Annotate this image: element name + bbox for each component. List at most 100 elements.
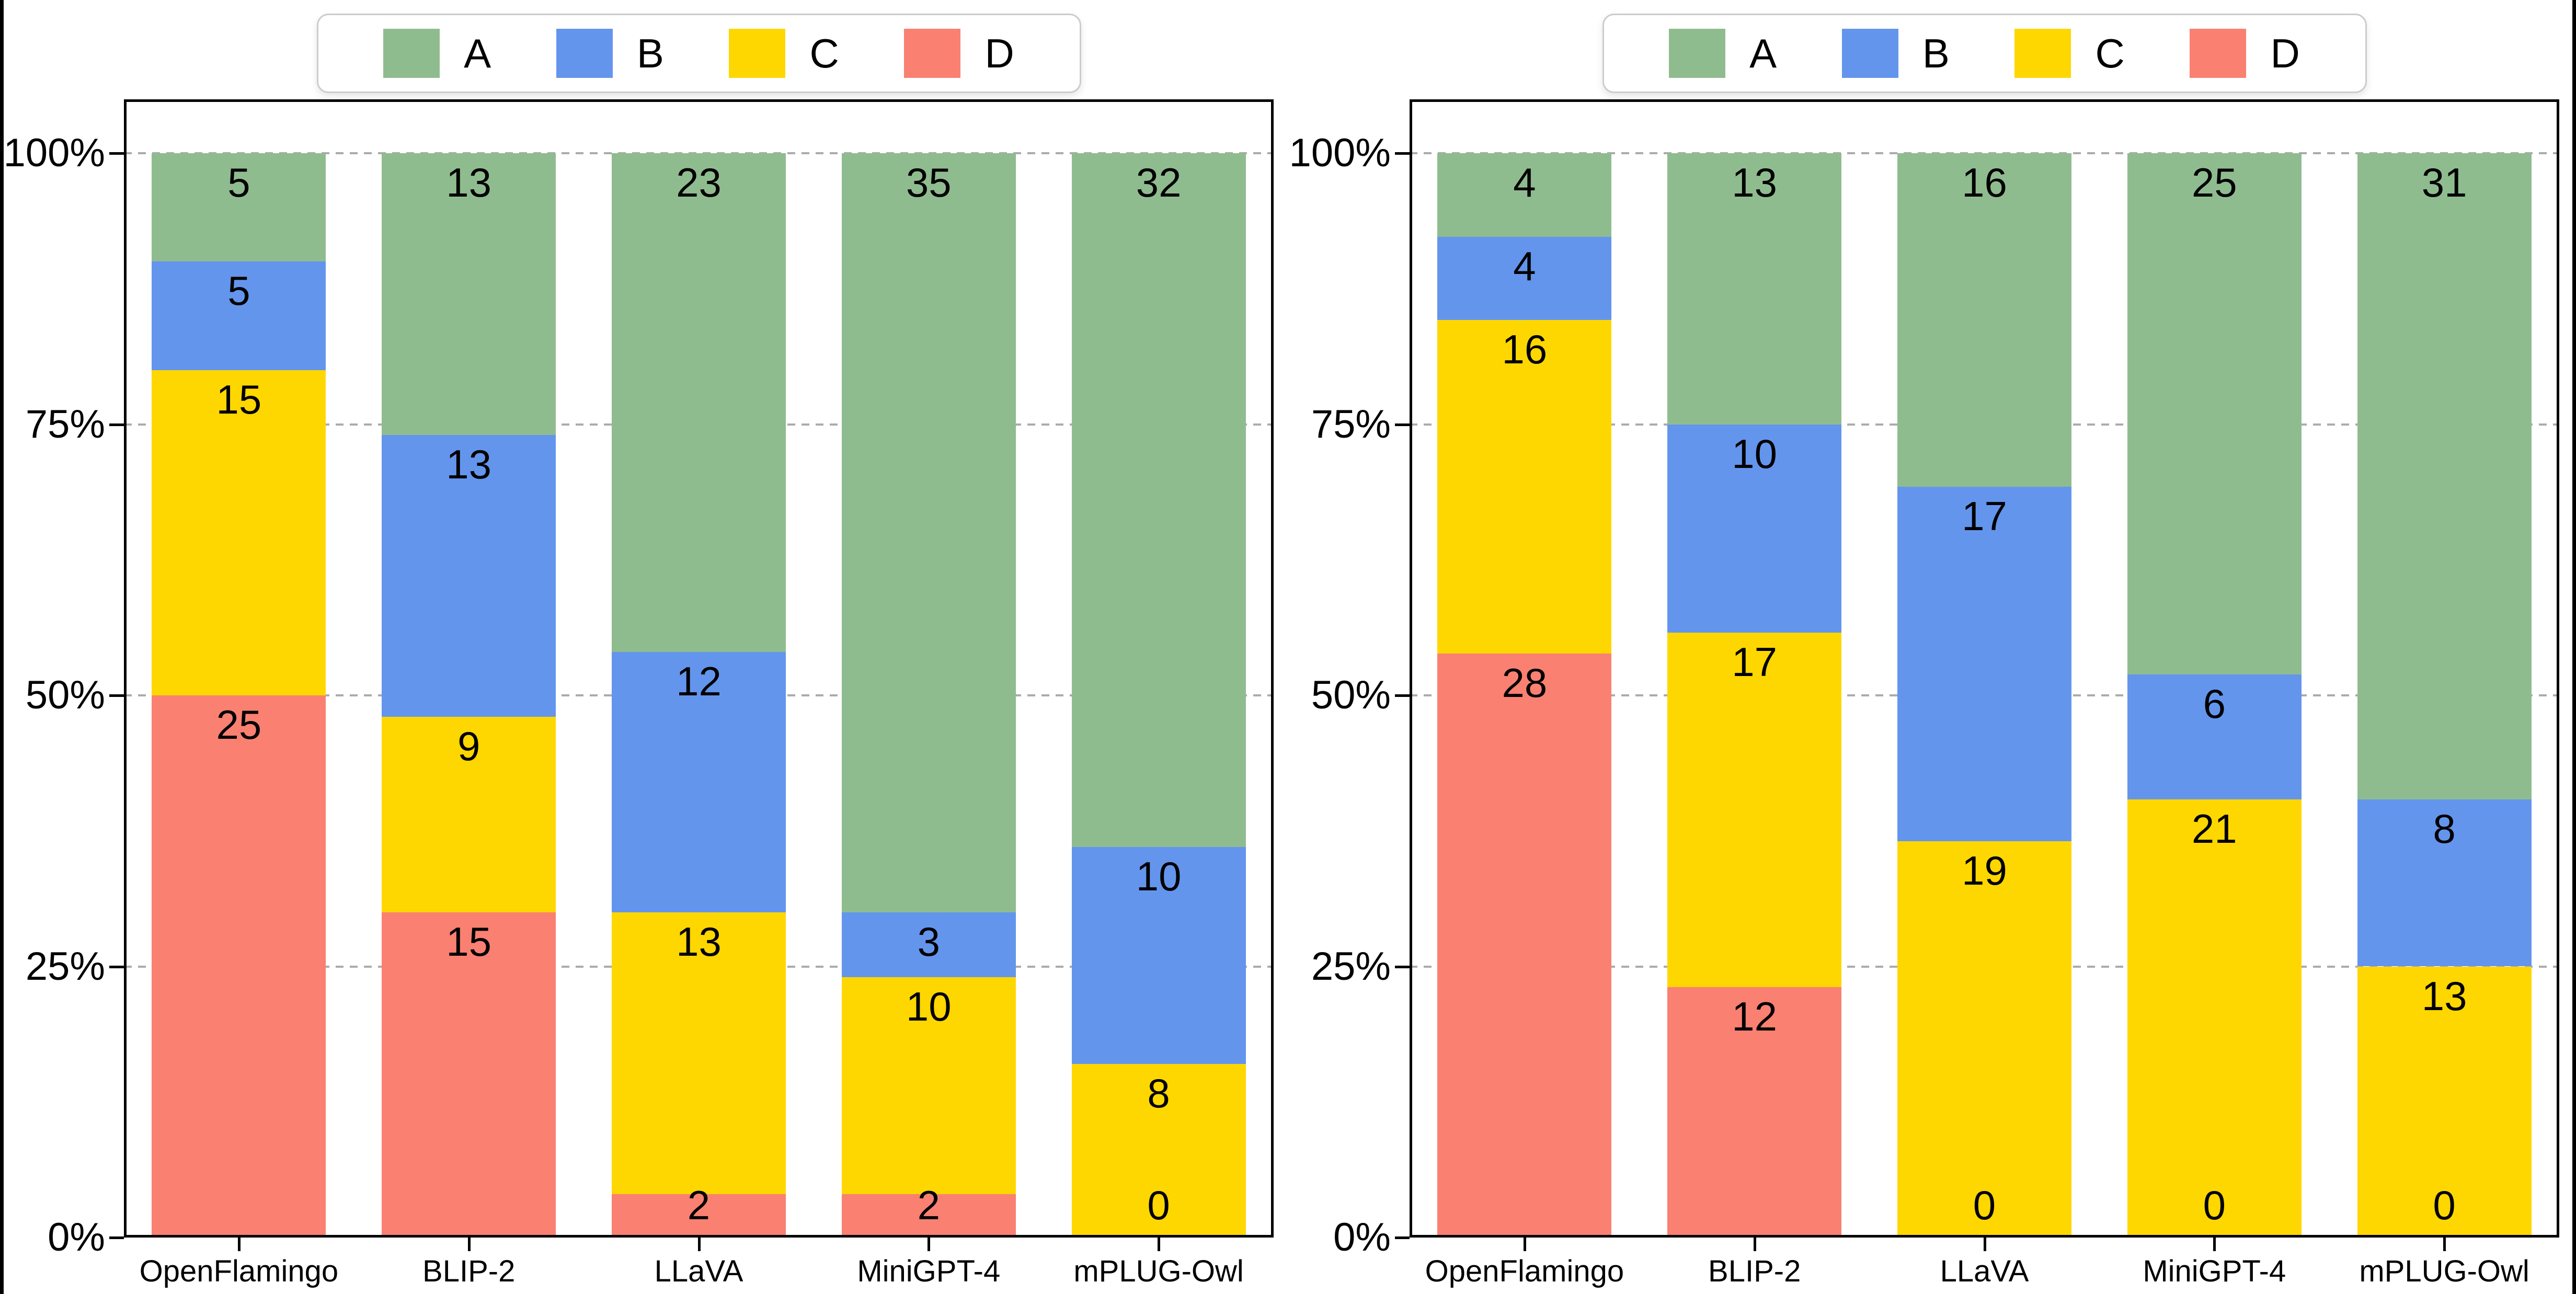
chart-0-bar-LLaVA-segment-C [612,912,786,1195]
legend-swatch-A-icon [383,29,440,78]
chart-0-bar-mPLUG-Owl-segment-B [1071,847,1246,1064]
chart-1-value-label-mPLUG-Owl-A: 31 [2421,159,2467,205]
chart-1-bar-mPLUG-Owl-segment-C [2357,966,2532,1238]
legend-label-B: B [1922,30,1950,76]
chart-1-legend: A B C D [1602,14,2367,93]
chart-0-value-label-MiniGPT-4-C: 10 [906,983,952,1030]
chart-0-bar-MiniGPT-4-segment-B [841,912,1016,978]
chart-0-value-label-mPLUG-Owl-C: 8 [1147,1070,1170,1117]
chart-0-bar-MiniGPT-4-segment-A [841,153,1016,912]
chart-0-value-label-LLaVA-A: 23 [676,159,722,205]
chart-1-bar-BLIP-2-segment-A [1667,153,1842,425]
chart-1-ytick-0 [1395,1236,1410,1239]
chart-0-bar-LLaVA-segment-A [612,153,786,652]
chart-1-bar-LLaVA-segment-A [1897,153,2071,487]
legend-label-A: A [1749,30,1777,76]
chart-0-value-label-OpenFlamingo-C: 15 [216,376,262,422]
chart-1-value-label-MiniGPT-4-D: 0 [2203,1182,2226,1228]
chart-0-bar-mPLUG-Owl-segment-A [1071,153,1246,848]
chart-0-bar-MiniGPT-4-segment-C [841,977,1016,1195]
left-frame-line [0,0,4,1294]
chart-1-ytick-label-50: 50% [1311,673,1391,717]
chart-0-ytick-label-50: 50% [25,673,105,717]
chart-1-ytick-100 [1395,152,1410,155]
chart-0-legend: A B C D [316,14,1081,93]
chart-1-bar-BLIP-2-segment-D [1667,987,1842,1238]
chart-1-value-label-LLaVA-D: 0 [1973,1182,1996,1228]
chart-0-bar-MiniGPT-4-segment-D [841,1194,1016,1238]
chart-0-xtick-MiniGPT-4 [928,1238,931,1251]
chart-1-bar-OpenFlamingo-segment-B [1437,236,1612,320]
chart-0-ytick-label-25: 25% [25,944,105,989]
chart-0-legend-item-D: D [904,29,1014,78]
chart-1-bar-LLaVA-segment-C [1897,841,2071,1238]
chart-0-value-label-OpenFlamingo-A: 5 [227,159,250,205]
chart-1-bar-OpenFlamingo-segment-D [1437,654,1612,1238]
chart-0-value-label-mPLUG-Owl-A: 32 [1136,159,1182,205]
chart-1-value-label-MiniGPT-4-B: 6 [2203,681,2226,727]
chart-1-bar-OpenFlamingo-segment-C [1437,320,1612,654]
legend-swatch-D-icon [904,29,961,78]
chart-1-xtick-label-LLaVA: LLaVA [1940,1254,2029,1288]
chart-1-value-label-mPLUG-Owl-D: 0 [2433,1182,2456,1228]
legend-swatch-C-icon [729,29,786,78]
chart-0-legend-item-C: C [729,29,839,78]
chart-1-bar-BLIP-2-segment-B [1667,424,1842,633]
chart-1-value-label-mPLUG-Owl-C: 13 [2421,972,2467,1019]
chart-0-xtick-label-mPLUG-Owl: mPLUG-Owl [1073,1254,1244,1288]
chart-1-bar-mPLUG-Owl-segment-A [2357,153,2532,800]
chart-1-value-label-BLIP-2-A: 13 [1732,159,1778,205]
chart-0-xtick-label-BLIP-2: BLIP-2 [422,1254,516,1288]
chart-1-value-label-OpenFlamingo-C: 16 [1502,326,1548,373]
chart-0-bar-BLIP-2-segment-A [382,153,556,436]
chart-1-value-label-LLaVA-B: 17 [1962,493,2007,540]
chart-1-value-label-BLIP-2-C: 17 [1732,639,1778,685]
legend-label-C: C [2095,30,2125,76]
chart-0-ytick-label-75: 75% [25,402,105,446]
chart-0-legend-item-B: B [556,29,664,78]
chart-1-ytick-label-0: 0% [1333,1215,1391,1259]
chart-1-xtick-OpenFlamingo [1523,1238,1526,1251]
chart-1-bar-OpenFlamingo-segment-A [1437,153,1612,237]
chart-0-value-label-OpenFlamingo-B: 5 [227,268,250,314]
chart-1-xtick-label-OpenFlamingo: OpenFlamingo [1425,1254,1624,1288]
chart-1-ytick-label-25: 25% [1311,944,1391,989]
legend-label-A: A [464,30,491,76]
legend-swatch-A-icon [1669,29,1726,78]
chart-0-ytick-25 [109,965,124,968]
chart-1-xtick-label-BLIP-2: BLIP-2 [1708,1254,1801,1288]
chart-0-value-label-MiniGPT-4-B: 3 [917,918,940,965]
chart-0-ytick-0 [109,1236,124,1239]
chart-1-value-label-BLIP-2-D: 12 [1732,993,1778,1040]
chart-0-bar-LLaVA-segment-B [612,652,786,912]
right-frame-line [2572,0,2576,1294]
chart-0-value-label-BLIP-2-A: 13 [446,159,492,205]
chart-0-xtick-LLaVA [697,1238,701,1251]
chart-1-value-label-BLIP-2-B: 10 [1732,430,1778,477]
chart-1-ytick-label-100: 100% [1289,131,1391,175]
chart-1-value-label-OpenFlamingo-B: 4 [1513,243,1536,289]
chart-0-value-label-MiniGPT-4-A: 35 [906,159,952,205]
chart-0-bar-BLIP-2-segment-B [382,435,556,717]
chart-0-value-label-BLIP-2-B: 13 [446,441,492,488]
chart-0-ytick-100 [109,152,124,155]
chart-0-value-label-LLaVA-B: 12 [676,658,722,705]
chart-0-value-label-MiniGPT-4-D: 2 [917,1182,940,1228]
chart-1-legend-item-C: C [2014,29,2125,78]
chart-1-xtick-label-MiniGPT-4: MiniGPT-4 [2143,1254,2286,1288]
chart-1-bar-BLIP-2-segment-C [1667,633,1842,988]
chart-0-xtick-OpenFlamingo [237,1238,241,1251]
chart-0-xtick-label-LLaVA: LLaVA [654,1254,743,1288]
chart-0-plot-frame [124,99,1274,1238]
legend-swatch-D-icon [2190,29,2247,78]
chart-1-value-label-MiniGPT-4-A: 25 [2191,159,2237,205]
chart-0-bar-OpenFlamingo-segment-D [152,695,326,1238]
chart-1-bar-LLaVA-segment-B [1897,487,2071,842]
chart-0-bar-BLIP-2-segment-D [382,912,556,1238]
chart-1-ytick-25 [1395,965,1410,968]
chart-0-legend-item-A: A [383,29,491,78]
chart-0-bar-BLIP-2-segment-C [382,717,556,912]
chart-1-plot-frame [1410,99,2559,1238]
chart-1-legend-item-A: A [1669,29,1777,78]
chart-1-legend-item-B: B [1841,29,1950,78]
